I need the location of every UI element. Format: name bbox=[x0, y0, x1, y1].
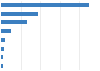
Bar bbox=[1, 64, 3, 68]
Bar bbox=[1, 21, 28, 24]
Bar bbox=[1, 38, 4, 42]
Bar bbox=[1, 55, 3, 59]
Bar bbox=[1, 3, 89, 7]
Bar bbox=[1, 47, 4, 50]
Bar bbox=[1, 12, 38, 16]
Bar bbox=[1, 29, 11, 33]
